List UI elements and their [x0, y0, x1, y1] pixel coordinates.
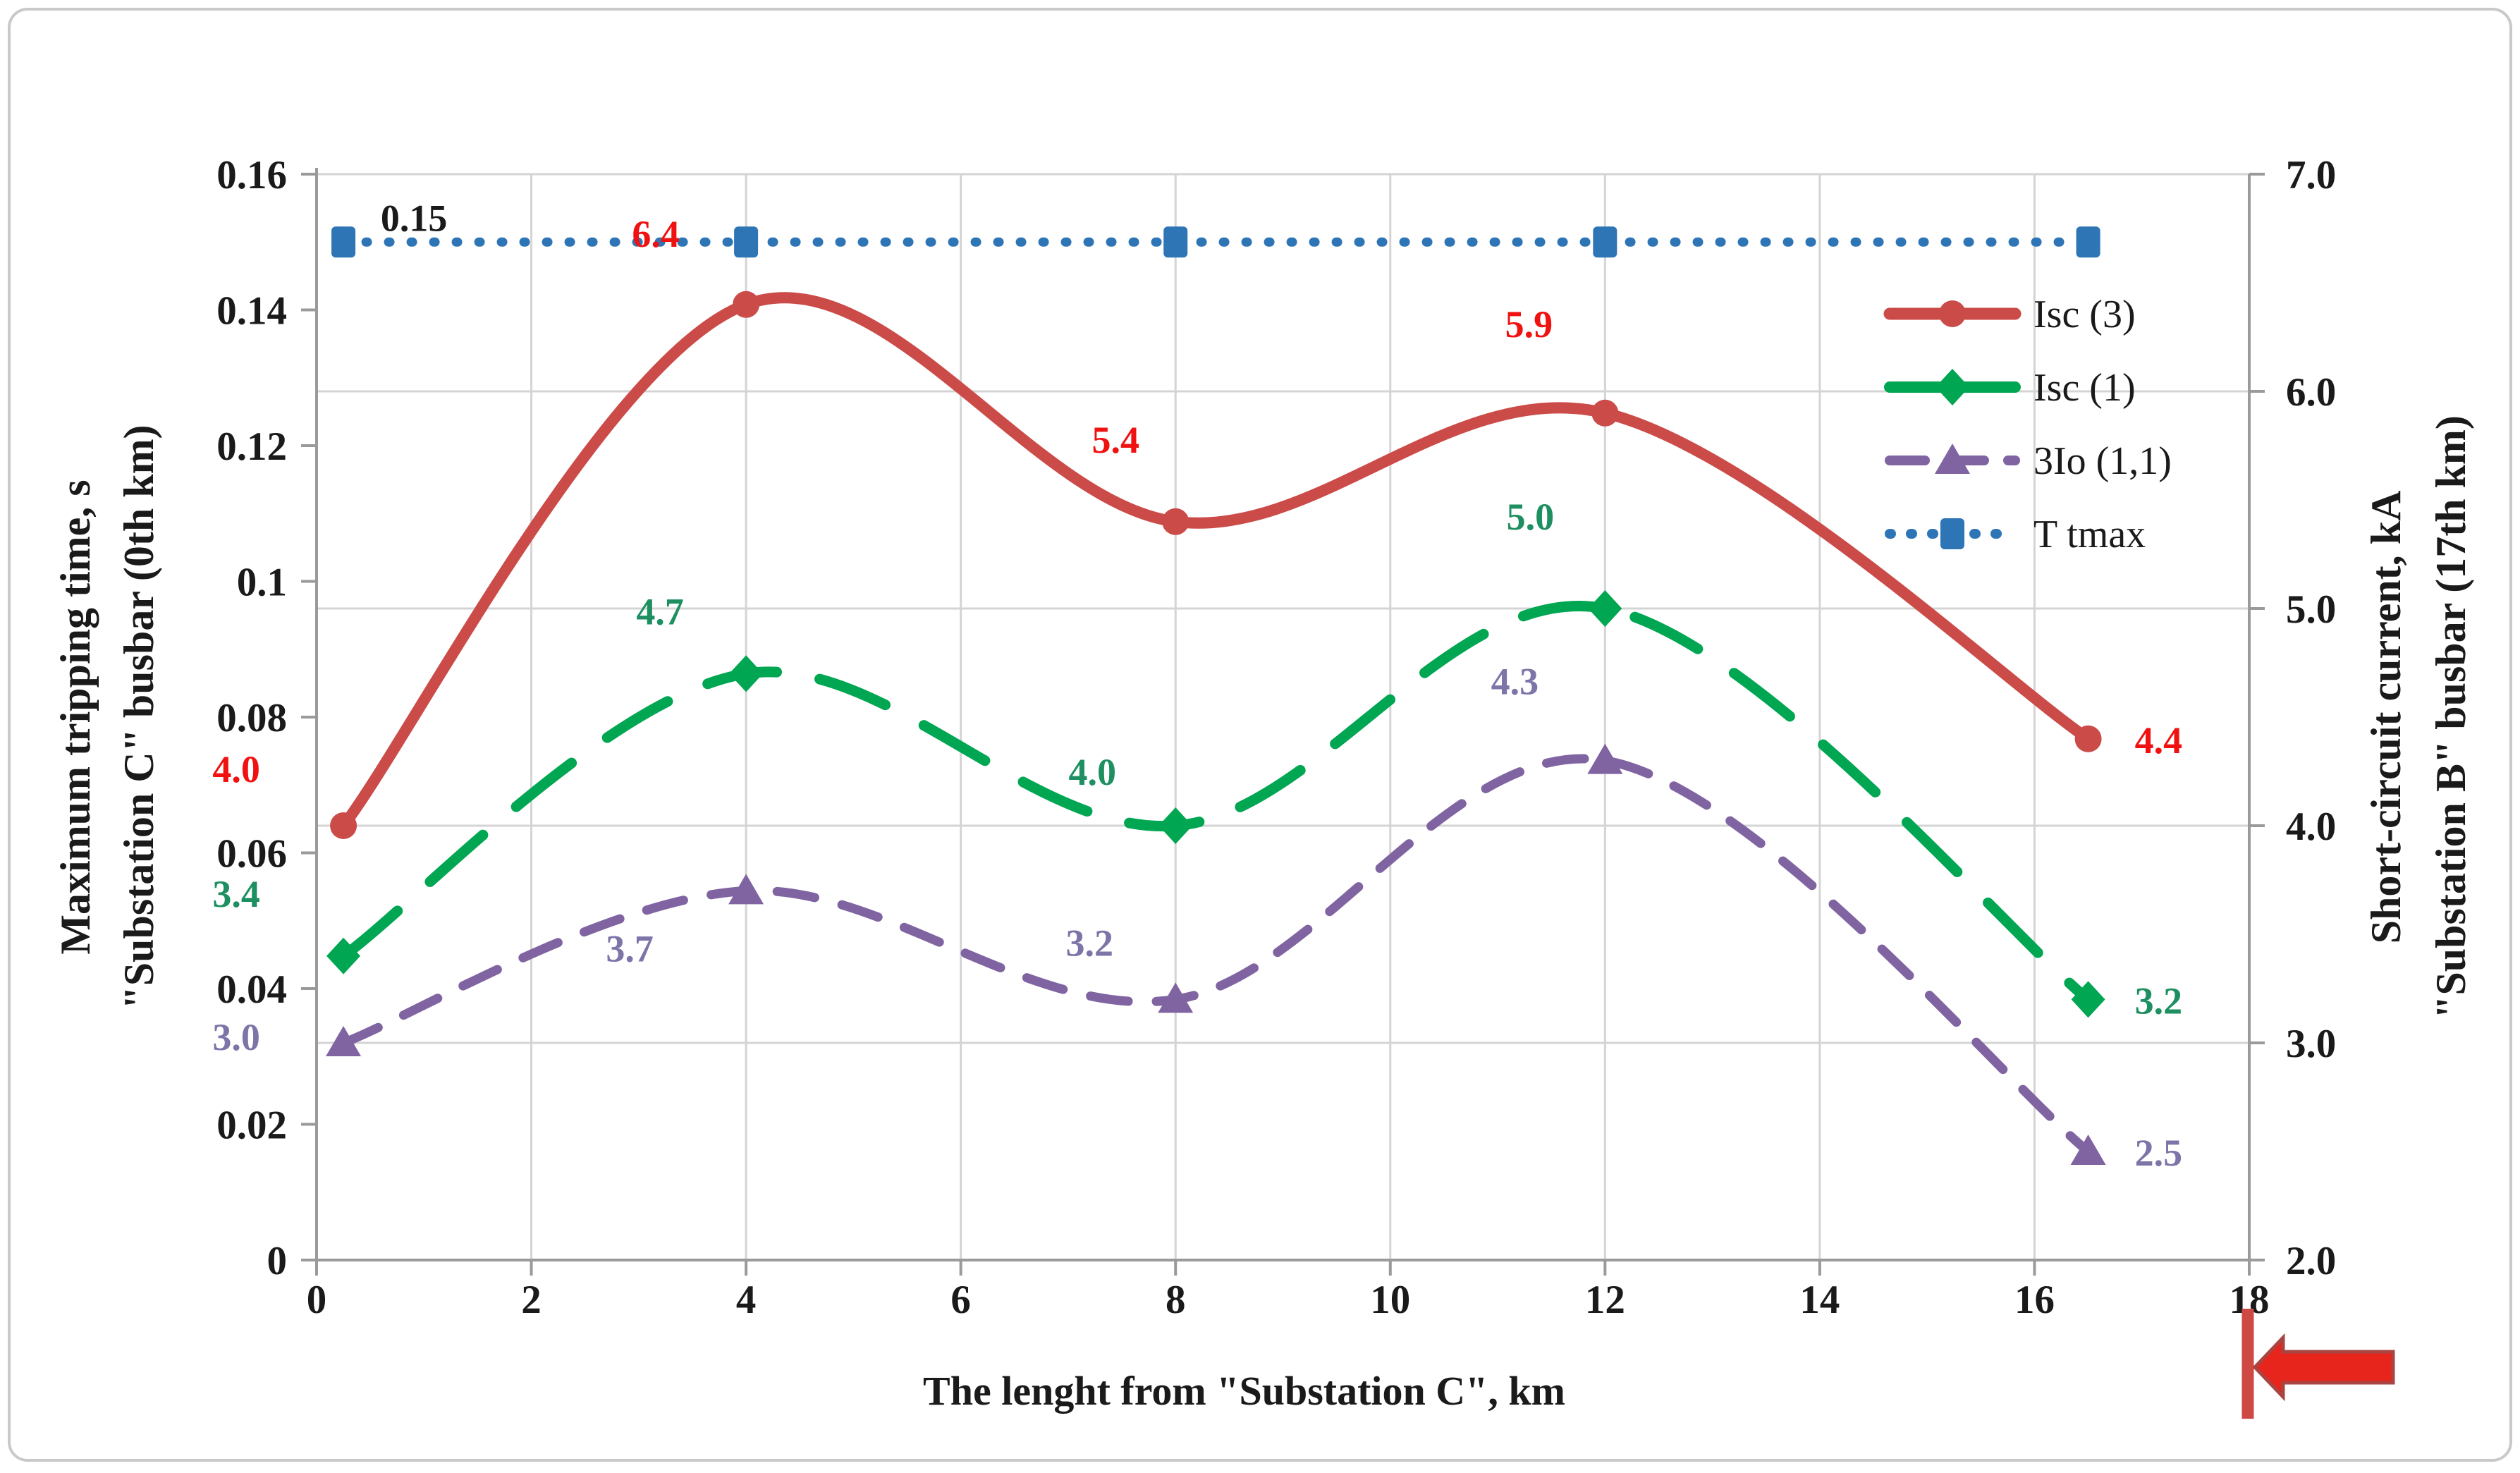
- triangle-marker: [1935, 444, 1970, 474]
- circle-marker: [2074, 725, 2102, 752]
- triangle-marker: [1158, 982, 1194, 1013]
- triangle-marker: [326, 1026, 362, 1056]
- data-label: 4.0: [1068, 751, 1116, 793]
- diamond-marker: [2071, 981, 2105, 1018]
- square-marker: [1163, 226, 1188, 258]
- left-axis-tick-label: 0.16: [216, 153, 287, 197]
- legend: Isc (3) Isc (1) 3Io (1,1) T tmax: [1883, 293, 2172, 556]
- right-axis-title-line1: Short-circuit current, kA: [2363, 491, 2409, 944]
- legend-label: 3Io (1,1): [2033, 439, 2172, 483]
- left-axis-tick-label: 0: [267, 1239, 288, 1283]
- x-axis-title: The lenght from "Substation C", km: [923, 1368, 1565, 1414]
- diamond-marker: [729, 655, 764, 692]
- right-axis-tick-label: 2.0: [2286, 1239, 2336, 1283]
- circle-marker: [1162, 508, 1189, 535]
- legend-label: Isc (3): [2033, 293, 2136, 336]
- right-axis-tick-label: 4.0: [2286, 805, 2336, 849]
- data-label: 6.4: [632, 213, 680, 255]
- data-label: 4.7: [636, 590, 684, 632]
- data-label: 5.9: [1505, 303, 1553, 346]
- left-axis-title-line2: "Substation C" busbar (0th km): [116, 424, 162, 1009]
- legend-item-io3: 3Io (1,1): [1885, 439, 2172, 483]
- square-marker: [331, 226, 356, 258]
- data-label: 5.0: [1507, 496, 1555, 538]
- diamond-marker: [1935, 369, 1969, 405]
- x-axis-tick-label: 4: [736, 1278, 757, 1322]
- legend-item-isc1: Isc (1): [1884, 366, 2136, 410]
- legend-label: T tmax: [2033, 513, 2146, 556]
- legend-item-tmax: T tmax: [1885, 513, 2146, 556]
- square-marker: [1940, 518, 1964, 549]
- series-isc1-line: [338, 601, 2094, 1005]
- tick-labels: 0.16 0.14 0.12 0.1 0.08 0.06 0.04 0.02 00 2 4 6 8 10 1…: [216, 153, 2336, 1322]
- right-axis-title-line2: "Substation B" busbar (17th km): [2428, 415, 2474, 1019]
- legend-label: Isc (1): [2033, 366, 2136, 410]
- x-axis-tick-label: 10: [1370, 1278, 1410, 1322]
- triangle-marker: [1587, 743, 1623, 774]
- left-axis-tick-label: 0.12: [216, 424, 287, 469]
- data-label: 3.2: [2135, 979, 2183, 1022]
- square-marker: [1593, 226, 1617, 258]
- circle-marker: [733, 291, 760, 318]
- x-axis-tick-label: 16: [2014, 1278, 2055, 1322]
- left-axis-tick-label: 0.1: [237, 561, 287, 605]
- right-axis-tick-label: 6.0: [2286, 370, 2336, 415]
- series-tmax: 0.15: [331, 197, 2100, 258]
- left-axis-title-line1: Maximum tripping time, s: [52, 479, 99, 954]
- data-label: 0.15: [381, 197, 448, 239]
- right-axis-tick-label: 7.0: [2286, 153, 2336, 197]
- series-isc1: 3.4 4.7 4.0 5.0 3.2: [212, 496, 2182, 1022]
- diamond-marker: [326, 937, 361, 974]
- circle-marker: [1591, 399, 1619, 427]
- axes: [301, 168, 2265, 1276]
- right-axis-tick-label: 3.0: [2286, 1022, 2336, 1066]
- data-label: 5.4: [1091, 419, 1139, 461]
- circle-marker: [330, 812, 357, 839]
- figure-border: [8, 8, 2512, 1462]
- left-axis-tick-label: 0.06: [216, 832, 287, 876]
- gridlines: [317, 173, 2249, 1260]
- data-label: 4.3: [1491, 661, 1539, 703]
- series-io3: 3.0 3.7 3.2 4.3 2.5: [212, 661, 2182, 1174]
- data-label: 2.5: [2135, 1132, 2183, 1174]
- right-axis-tick-label: 5.0: [2286, 587, 2336, 632]
- square-marker: [734, 226, 759, 258]
- data-label: 3.7: [606, 927, 654, 970]
- series-isc3: 4.0 6.4 5.4 5.9 4.4: [212, 213, 2182, 839]
- left-axis-tick-label: 0.04: [216, 967, 287, 1012]
- data-label: 4.4: [2135, 719, 2183, 762]
- diamond-marker: [1158, 807, 1193, 844]
- data-label: 3.2: [1065, 922, 1113, 964]
- series-io3-line: [338, 754, 2093, 1156]
- left-axis-tick-label: 0.14: [216, 289, 287, 334]
- axis-titles: Maximum tripping time, s "Substation C" b…: [52, 415, 2474, 1414]
- circle-marker: [1939, 300, 1966, 327]
- pointer-annotation: [2241, 1309, 2395, 1419]
- square-marker: [2076, 226, 2100, 258]
- data-label: 3.4: [212, 873, 260, 915]
- left-axis-tick-label: 0.02: [216, 1104, 287, 1148]
- triangle-marker: [728, 874, 764, 905]
- diamond-marker: [1588, 590, 1622, 627]
- data-label: 3.0: [212, 1016, 260, 1058]
- x-axis-tick-label: 12: [1585, 1278, 1625, 1322]
- legend-item-isc3: Isc (3): [1883, 293, 2136, 336]
- data-label: 4.0: [212, 748, 260, 790]
- x-axis-tick-label: 6: [950, 1278, 971, 1322]
- left-arrow-icon: [2252, 1333, 2395, 1402]
- x-axis-tick-label: 2: [521, 1278, 542, 1322]
- x-axis-tick-label: 14: [1799, 1278, 1840, 1322]
- series-isc3-line: [338, 292, 2094, 831]
- x-axis-tick-label: 0: [307, 1278, 327, 1322]
- triangle-marker: [2070, 1135, 2106, 1165]
- left-axis-tick-label: 0.08: [216, 696, 287, 740]
- x-axis-tick-label: 8: [1166, 1278, 1186, 1322]
